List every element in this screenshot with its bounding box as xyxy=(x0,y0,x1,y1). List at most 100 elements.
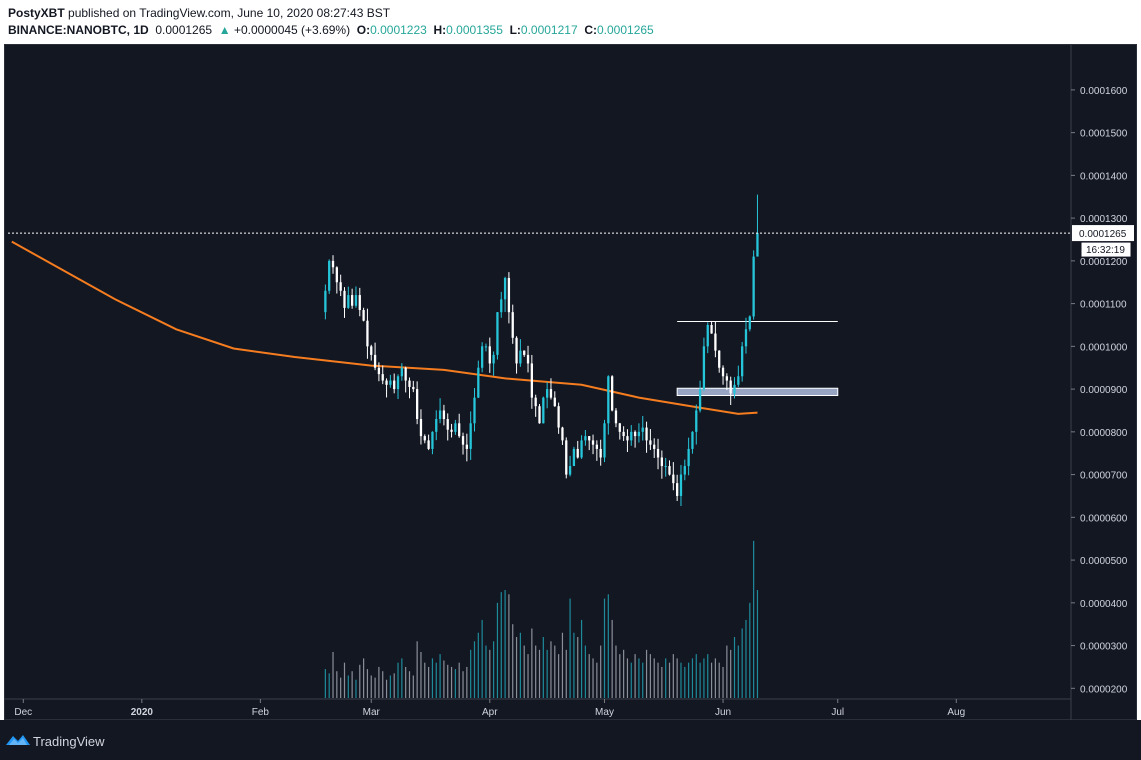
tradingview-brand[interactable]: TradingView xyxy=(33,734,105,749)
y-tick-label: 0.0001100 xyxy=(1080,300,1127,311)
candle-body xyxy=(691,431,694,449)
volume-bar xyxy=(714,658,716,698)
volume-bar xyxy=(569,598,571,698)
x-tick-label: 2020 xyxy=(131,707,154,718)
candle-body xyxy=(756,233,759,257)
candle-body xyxy=(649,440,652,445)
volume-bar xyxy=(385,679,388,698)
candle-body xyxy=(339,282,342,291)
candle-body xyxy=(438,410,442,420)
countdown-box xyxy=(1080,241,1132,258)
candle-body xyxy=(653,444,656,449)
candle-body xyxy=(549,389,553,398)
close-label: C: xyxy=(584,23,597,37)
volume-bar xyxy=(420,651,422,698)
candle-body xyxy=(530,363,533,398)
candle-body xyxy=(366,320,369,347)
volume-bar xyxy=(489,649,491,698)
candle-body xyxy=(400,367,403,377)
change-up-icon: ▲ xyxy=(218,23,231,37)
y-tick-label: 0.0000800 xyxy=(1080,428,1128,439)
candle-body xyxy=(576,448,579,458)
candle-body xyxy=(412,386,415,390)
candle-body xyxy=(534,397,537,407)
y-tick-label: 0.0000900 xyxy=(1080,385,1128,396)
candle-body xyxy=(580,440,583,458)
volume-bar xyxy=(412,675,414,698)
candle-body xyxy=(591,440,595,445)
tradingview-logo-icon[interactable] xyxy=(6,733,30,747)
candle-body xyxy=(515,337,518,364)
candle-body xyxy=(519,350,522,364)
candle-body xyxy=(584,436,587,441)
drawn-levels[interactable] xyxy=(676,321,839,397)
volume-bar xyxy=(596,662,598,698)
axes: 0.0001600 0.0001500 0.0001400 0.0001300 0.00… xyxy=(8,86,1134,718)
candle-body xyxy=(645,427,648,441)
y-tick-label: 0.0000300 xyxy=(1080,642,1128,653)
candle-body xyxy=(423,436,426,441)
candle-body xyxy=(668,466,671,475)
volume-bar xyxy=(753,540,755,698)
candle-body xyxy=(672,474,675,484)
open-label: O: xyxy=(356,23,371,37)
candle-body xyxy=(679,474,683,496)
volume-bar xyxy=(378,666,380,698)
volume-bar xyxy=(600,645,602,698)
volume-bar xyxy=(699,662,701,698)
candle-body xyxy=(354,295,358,306)
candle-body xyxy=(526,354,530,364)
volume-bar xyxy=(389,675,391,698)
candle-body xyxy=(415,389,419,420)
volume-bar xyxy=(405,666,407,698)
volume-bar xyxy=(623,649,625,698)
volume-bar xyxy=(584,645,586,698)
volume-bar xyxy=(718,662,720,698)
candles xyxy=(324,194,759,506)
y-tick-label: 0.0000500 xyxy=(1080,556,1128,567)
candle-body xyxy=(523,350,526,355)
candle-body xyxy=(698,389,702,411)
volume-bar xyxy=(733,637,736,698)
candle-body xyxy=(538,406,541,424)
candle-body xyxy=(419,419,423,437)
volume-bar xyxy=(493,641,495,698)
candle-body xyxy=(347,295,350,308)
candle-body xyxy=(446,419,449,430)
candle-body xyxy=(737,376,740,385)
volume-bar xyxy=(554,645,556,698)
candle-body xyxy=(618,423,621,432)
candle-body xyxy=(714,333,717,351)
volume-bar xyxy=(756,590,759,698)
volume-bar xyxy=(745,619,747,698)
y-tick-label: 0.0001000 xyxy=(1080,342,1128,353)
volume-bar xyxy=(355,679,357,698)
volume-bar xyxy=(439,654,441,698)
last-price: 0.0001265 xyxy=(155,23,213,37)
volume-bar xyxy=(722,666,724,698)
volume-bar xyxy=(477,632,479,698)
volume-bar xyxy=(515,637,518,698)
candle-body xyxy=(496,312,499,355)
candle-body xyxy=(458,423,461,437)
volume-bar xyxy=(470,649,472,698)
candle-body xyxy=(660,457,664,467)
y-tick-label: 0.0001200 xyxy=(1080,257,1128,268)
candle-body xyxy=(488,346,491,364)
volume-bar xyxy=(649,654,651,698)
volume-bar xyxy=(703,658,705,698)
volume-bar xyxy=(336,671,338,698)
volume-bar xyxy=(485,645,487,698)
volume-bar xyxy=(741,628,743,698)
low-label: L: xyxy=(509,23,521,37)
candle-body xyxy=(752,256,755,317)
volume-bar xyxy=(500,592,502,698)
candle-body xyxy=(343,290,346,308)
volume-bar xyxy=(592,658,594,698)
candle-body xyxy=(729,380,732,394)
publisher-name[interactable]: PostyXBT xyxy=(8,6,65,20)
symbol-label[interactable]: BINANCE:NANOBTC, 1D xyxy=(8,23,149,37)
chart-grid xyxy=(4,45,1072,720)
candle-body xyxy=(389,380,392,385)
